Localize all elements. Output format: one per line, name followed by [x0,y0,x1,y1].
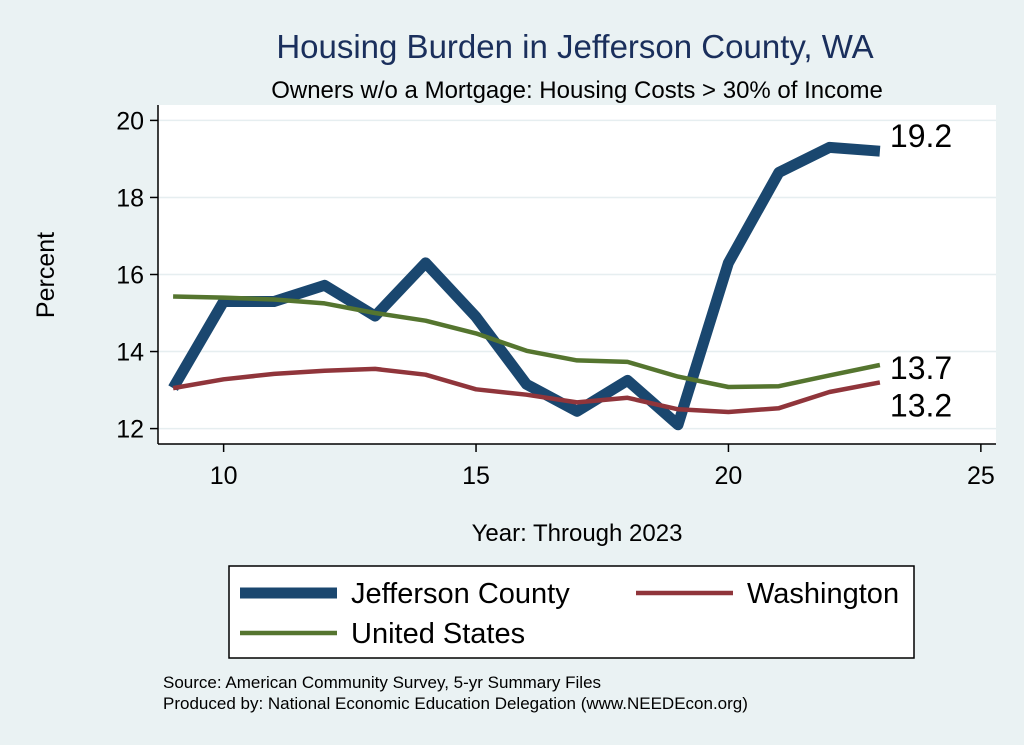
x-tick-label: 10 [210,462,238,490]
series-line-united-states [173,294,881,390]
y-tick-label: 14 [116,339,144,367]
series-line-jefferson-county [168,141,881,431]
y-axis-label: Percent [32,232,60,318]
series-lines [168,141,881,431]
source-note: Source: American Community Survey, 5-yr … [163,673,601,692]
gridlines [158,119,996,430]
legend-label: Jefferson County [351,578,570,610]
chart-title: Housing Burden in Jefferson County, WA [276,28,873,65]
end-labels: 19.2 13.213.7 [890,118,952,423]
y-tick-label: 16 [116,262,144,290]
y-tick-label: 20 [116,107,144,135]
y-tick-label: 18 [116,184,144,212]
legend: Jefferson County Washington United States [240,578,899,650]
end-label: 13.2 [890,387,952,423]
x-tick-label: 20 [715,462,743,490]
x-tick-label: 15 [462,462,490,490]
y-ticks: 12 14 16 18 20 [116,107,158,444]
x-tick-label: 25 [967,462,995,490]
producer-note: Produced by: National Economic Education… [163,694,748,713]
end-label: 19.2 [890,118,952,154]
x-axis-label: Year: Through 2023 [472,520,683,547]
series-line-washington [172,366,881,415]
chart-subtitle: Owners w/o a Mortgage: Housing Costs > 3… [271,77,883,104]
legend-box [228,565,915,659]
legend-label: Washington [747,578,899,610]
end-label: 13.7 [890,350,952,386]
y-tick-label: 12 [116,416,144,444]
legend-label: United States [351,618,525,650]
x-ticks: 10 15 20 25 [210,444,995,490]
